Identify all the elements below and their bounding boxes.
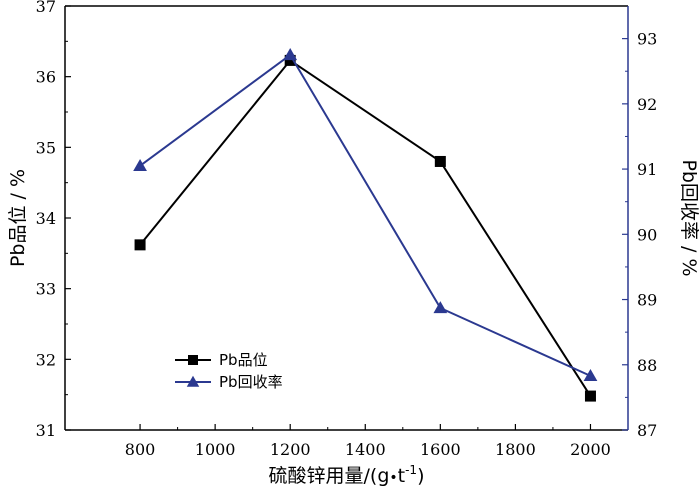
series-1-point <box>134 239 146 251</box>
y-left-tick-label: 36 <box>36 68 56 87</box>
y-axis-right-title: Pb回收率 / % <box>678 159 700 276</box>
y-right-tick-label: 87 <box>637 421 657 440</box>
y-left-tick-label: 33 <box>36 280 56 299</box>
y-left-tick-label: 32 <box>36 350 56 369</box>
y-right-tick-label: 90 <box>637 225 657 244</box>
x-axis-title: 硫酸锌用量/(g•t-1) <box>269 463 425 487</box>
x-axis-title-unit: t <box>398 465 405 487</box>
series-1-point <box>434 155 446 167</box>
series-line-2 <box>139 53 591 377</box>
x-axis-title-separator: • <box>389 470 397 486</box>
x-tick-label: 1800 <box>495 440 536 459</box>
x-tick-label: 1200 <box>270 440 311 459</box>
y-right-tick-label: 89 <box>637 291 657 310</box>
legend-label-2: Pb回收率 <box>219 373 283 391</box>
x-tick-label: 1600 <box>420 440 461 459</box>
y-right-tick-label: 91 <box>637 160 657 179</box>
series-1-point <box>284 54 296 66</box>
y-left-tick-label: 37 <box>36 0 56 16</box>
x-tick-label: 1000 <box>195 440 236 459</box>
legend-label-1: Pb品位 <box>219 351 268 369</box>
series-2-point <box>133 158 147 171</box>
legend-marker-1 <box>188 355 198 365</box>
x-tick-label: 800 <box>125 440 156 459</box>
series-2-point <box>583 368 598 382</box>
series-2-point <box>283 48 298 61</box>
x-tick-label: 2000 <box>570 440 611 459</box>
y-axis-left-title: Pb品位 / % <box>7 169 29 267</box>
y-left-tick-label: 34 <box>36 209 56 228</box>
y-left-tick-label: 35 <box>36 138 56 157</box>
x-axis-title-main: 硫酸锌用量/(g <box>269 465 390 487</box>
y-right-tick-label: 92 <box>637 95 657 114</box>
y-right-tick-label: 93 <box>637 30 657 49</box>
series-line-1 <box>139 59 592 397</box>
y-right-tick-label: 88 <box>637 356 657 375</box>
x-tick-label: 1400 <box>345 440 386 459</box>
series-1-point <box>584 390 596 402</box>
x-axis-title-superscript: -1 <box>405 463 417 477</box>
y-left-tick-label: 31 <box>36 421 56 440</box>
legend-marker-2 <box>186 375 200 387</box>
series-2-point <box>433 301 448 314</box>
x-axis-title-close: ) <box>417 465 424 487</box>
